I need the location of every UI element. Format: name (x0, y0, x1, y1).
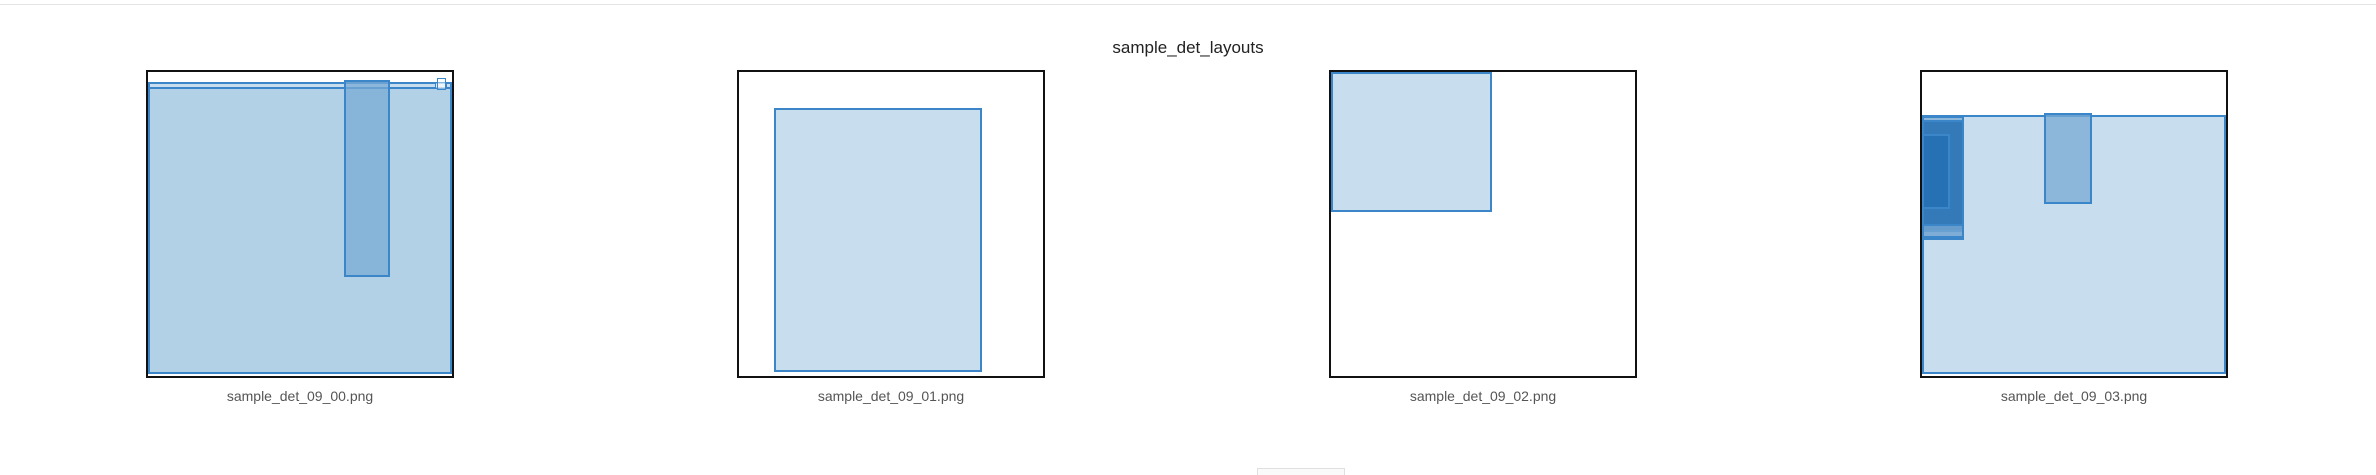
image-panel-1[interactable] (737, 70, 1045, 378)
detection-box (774, 108, 982, 372)
figure-title: sample_det_layouts (1112, 38, 1264, 57)
image-panel-0[interactable] (146, 70, 454, 378)
panel-caption-0: sample_det_09_00.png (226, 388, 374, 404)
detection-box (344, 80, 390, 277)
panel-caption-1: sample_det_09_01.png (817, 388, 965, 404)
detection-box (1922, 134, 1950, 209)
detection-box (148, 87, 452, 374)
top-divider (0, 4, 2376, 5)
detection-box (1922, 224, 1964, 238)
image-panel-3[interactable] (1920, 70, 2228, 378)
panel-caption-3: sample_det_09_03.png (2000, 388, 2148, 404)
detection-box (1331, 72, 1492, 212)
detection-box (2044, 113, 2092, 204)
detection-box (435, 82, 447, 89)
panel-caption-2: sample_det_09_02.png (1409, 388, 1557, 404)
detection-box (437, 78, 446, 90)
image-panel-2[interactable] (1329, 70, 1637, 378)
